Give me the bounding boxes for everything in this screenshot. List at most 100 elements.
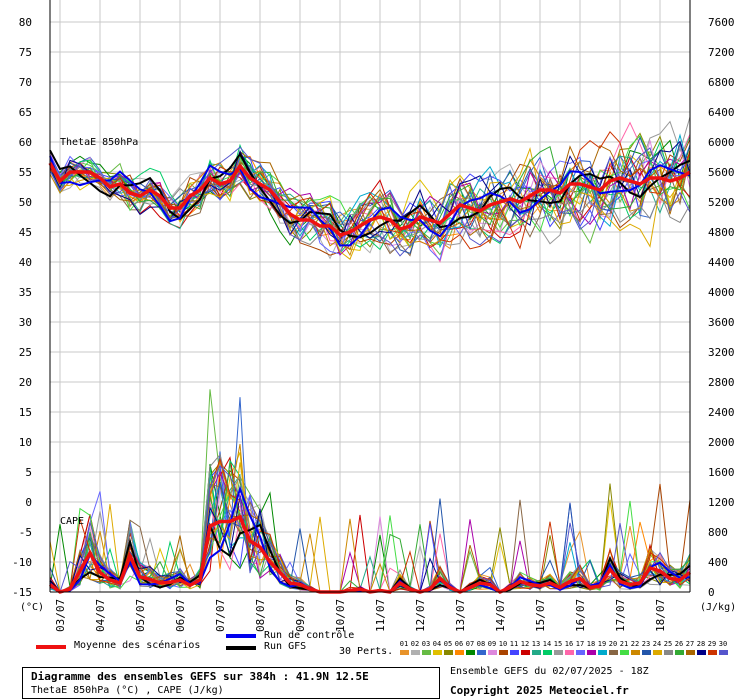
pert-swatch-01	[400, 650, 409, 655]
right-tick-label: 7600	[708, 16, 735, 29]
legend-perts-label: 30 Perts.	[339, 646, 394, 657]
pert-swatch-07	[466, 650, 475, 655]
pert-swatch-19	[598, 650, 607, 655]
right-tick-label: 5200	[708, 196, 735, 209]
pert-number-01: 01	[399, 640, 409, 648]
chart-axes: -15 0 -10 400 -5 800 0 1200 5 1600 10 2000 15 2400 20 2…	[12, 0, 735, 632]
footer-title: Diagramme des ensembles GEFS sur 384h : …	[31, 670, 369, 683]
date-label: 10/07	[334, 599, 347, 632]
pert-number-02: 02	[410, 640, 420, 648]
theta-panel-label: ThetaE 850hPa	[60, 137, 138, 148]
pert-number-05: 05	[443, 640, 453, 648]
mean-theta-line	[48, 162, 691, 237]
pert-number-15: 15	[553, 640, 563, 648]
date-label: 15/07	[534, 599, 547, 632]
footer-subtitle: ThetaE 850hPa (°C) , CAPE (J/kg)	[31, 685, 224, 696]
pert-number-27: 27	[685, 640, 695, 648]
right-tick-label: 4400	[708, 256, 735, 269]
left-tick-label: 40	[19, 256, 32, 269]
left-tick-label: 45	[19, 226, 32, 239]
pert-swatch-11	[510, 650, 519, 655]
pert-number-04: 04	[432, 640, 442, 648]
left-tick-label: 50	[19, 196, 32, 209]
date-label: 11/07	[374, 599, 387, 632]
pert-swatch-12	[521, 650, 530, 655]
pert-number-19: 19	[597, 640, 607, 648]
pert-number-03: 03	[421, 640, 431, 648]
date-label: 04/07	[94, 599, 107, 632]
theta-member-24	[49, 146, 691, 260]
right-tick-label: 4800	[708, 226, 735, 239]
pert-number-21: 21	[619, 640, 629, 648]
right-tick-label: 3200	[708, 346, 735, 359]
pert-number-12: 12	[520, 640, 530, 648]
theta-member-28	[49, 140, 691, 243]
theta-member-18	[49, 154, 691, 256]
date-label: 09/07	[294, 599, 307, 632]
copyright: Copyright 2025 Meteociel.fr	[450, 684, 629, 697]
left-tick-label: 15	[19, 406, 32, 419]
right-tick-label: 1600	[708, 466, 735, 479]
right-tick-label: 400	[708, 556, 728, 569]
left-tick-label: 75	[19, 46, 32, 59]
pert-swatch-13	[532, 650, 541, 655]
date-label: 08/07	[254, 599, 267, 632]
pert-swatch-30	[719, 650, 728, 655]
ensemble-chart: -15 0 -10 400 -5 800 0 1200 5 1600 10 2000 15 2400 20 2…	[12, 0, 736, 632]
pert-swatch-28	[697, 650, 706, 655]
right-axis-unit: (J/kg)	[700, 602, 736, 613]
pert-swatch-15	[554, 650, 563, 655]
left-tick-label: 25	[19, 346, 32, 359]
left-tick-label: 30	[19, 316, 32, 329]
pert-number-10: 10	[498, 640, 508, 648]
pert-swatch-26	[675, 650, 684, 655]
pert-number-29: 29	[707, 640, 717, 648]
pert-swatch-22	[631, 650, 640, 655]
left-tick-label: -10	[12, 556, 32, 569]
date-label: 13/07	[454, 599, 467, 632]
date-label: 07/07	[214, 599, 227, 632]
chart-grid	[50, 0, 690, 593]
date-label: 12/07	[414, 599, 427, 632]
right-tick-label: 5600	[708, 166, 735, 179]
pert-swatch-05	[444, 650, 453, 655]
right-tick-label: 0	[708, 586, 715, 599]
pert-swatch-16	[565, 650, 574, 655]
left-tick-label: 55	[19, 166, 32, 179]
pert-swatch-08	[477, 650, 486, 655]
legend-gfs-line	[226, 646, 256, 650]
right-tick-label: 6400	[708, 106, 735, 119]
pert-number-24: 24	[652, 640, 662, 648]
right-tick-label: 2000	[708, 436, 735, 449]
left-tick-label: 70	[19, 76, 32, 89]
pert-swatch-04	[433, 650, 442, 655]
pert-number-28: 28	[696, 640, 706, 648]
cape-panel-label: CAPE	[60, 516, 84, 527]
pert-number-23: 23	[641, 640, 651, 648]
pert-swatch-25	[664, 650, 673, 655]
legend-gfs-label: Run GFS	[264, 641, 307, 652]
legend-mean-line	[36, 645, 66, 649]
cape-member-08	[49, 397, 691, 593]
right-tick-label: 1200	[708, 496, 735, 509]
pert-number-13: 13	[531, 640, 541, 648]
pert-number-17: 17	[575, 640, 585, 648]
pert-swatch-20	[609, 650, 618, 655]
pert-number-25: 25	[663, 640, 673, 648]
pert-number-11: 11	[509, 640, 519, 648]
right-tick-label: 2400	[708, 406, 735, 419]
left-tick-label: 35	[19, 286, 32, 299]
pert-number-26: 26	[674, 640, 684, 648]
pert-swatch-10	[499, 650, 508, 655]
pert-swatch-21	[620, 650, 629, 655]
left-tick-label: 65	[19, 106, 32, 119]
pert-number-22: 22	[630, 640, 640, 648]
pert-swatch-23	[642, 650, 651, 655]
right-tick-label: 6800	[708, 76, 735, 89]
date-label: 16/07	[574, 599, 587, 632]
pert-swatch-06	[455, 650, 464, 655]
pert-number-30: 30	[718, 640, 728, 648]
left-tick-label: -15	[12, 586, 32, 599]
date-label: 03/07	[54, 599, 67, 632]
left-tick-label: 0	[25, 496, 32, 509]
